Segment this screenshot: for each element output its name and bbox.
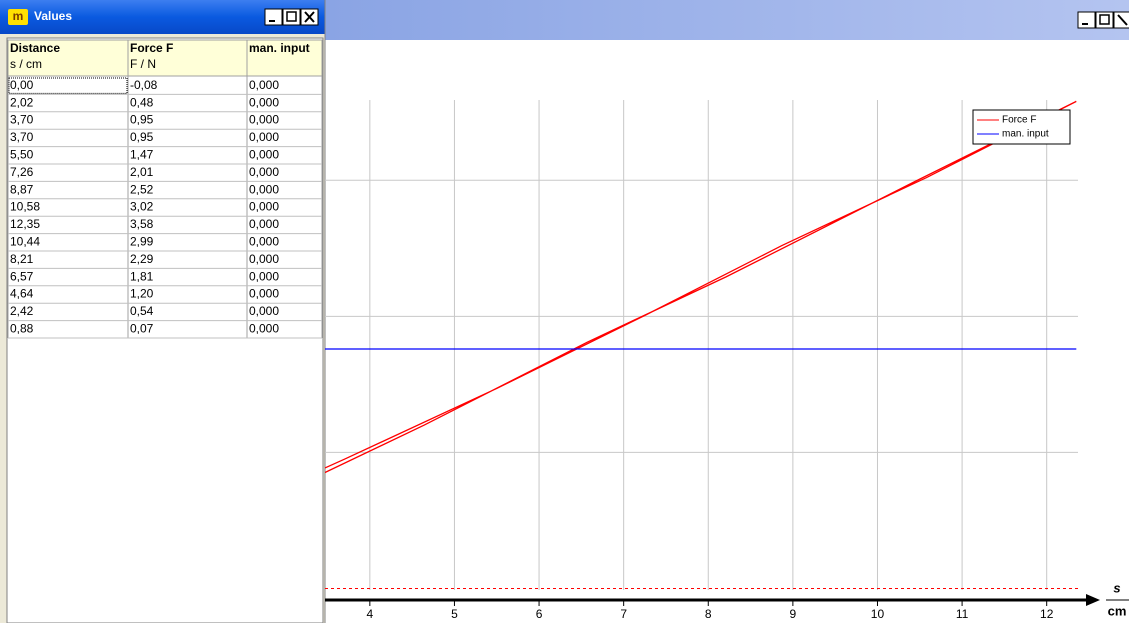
icon	[1117, 14, 1128, 26]
cell: 0,000	[249, 95, 279, 109]
icon	[1099, 14, 1110, 25]
cell: 0,000	[249, 252, 279, 266]
cell: 0,00	[10, 78, 34, 92]
cell: 0,000	[249, 287, 279, 301]
x-tick-label: 11	[956, 607, 969, 621]
cell: 8,21	[10, 252, 34, 266]
cell: 0,000	[249, 182, 279, 196]
x-tick-label: 10	[871, 607, 885, 621]
x-axis-arrow	[1086, 594, 1100, 606]
cell: 7,26	[10, 165, 34, 179]
window-buttons[interactable]	[264, 8, 319, 26]
cell: 2,29	[130, 252, 154, 266]
cell: 0,88	[10, 321, 34, 335]
cell: 5,50	[10, 147, 34, 161]
x-axis-symbol: s	[1113, 580, 1120, 595]
x-tick-label: 4	[366, 607, 373, 621]
column-header: man. input	[249, 41, 310, 55]
cell: 2,52	[130, 182, 154, 196]
cell: -0,08	[130, 78, 158, 92]
icon	[304, 11, 315, 23]
cell: 10,58	[10, 200, 40, 214]
legend-label: man. input	[1002, 129, 1049, 140]
column-header: Distance	[10, 41, 60, 55]
cell: 4,64	[10, 287, 34, 301]
x-axis-unit: cm	[1108, 603, 1127, 618]
minimize-button[interactable]	[264, 8, 283, 26]
cell: 3,02	[130, 200, 154, 214]
cell: 0,000	[249, 147, 279, 161]
cell: 0,95	[130, 113, 154, 127]
cell: 1,20	[130, 287, 154, 301]
cell: 6,57	[10, 269, 34, 283]
graph-title-bar	[325, 0, 1129, 40]
column-unit: F / N	[130, 57, 156, 71]
cell: 0,000	[249, 200, 279, 214]
table-header	[7, 39, 323, 77]
cell: 3,70	[10, 130, 34, 144]
minimize-button[interactable]	[1077, 11, 1096, 29]
cell: 2,02	[10, 95, 34, 109]
cell: 8,87	[10, 182, 34, 196]
x-tick-label: 5	[451, 607, 458, 621]
cell: 0,000	[249, 321, 279, 335]
column-header: Force F	[130, 41, 173, 55]
app-icon	[8, 9, 28, 25]
cell: 0,07	[130, 321, 154, 335]
cell: 0,000	[249, 234, 279, 248]
x-tick-label: 7	[620, 607, 627, 621]
x-tick-label: 12	[1040, 607, 1054, 621]
x-tick-label: 6	[536, 607, 543, 621]
cell: 0,000	[249, 113, 279, 127]
cell: 0,000	[249, 130, 279, 144]
cell: 12,35	[10, 217, 40, 231]
cell: 1,81	[130, 269, 154, 283]
cell: 1,47	[130, 147, 154, 161]
app-icon-letter: m	[13, 9, 24, 23]
cell: 0,000	[249, 165, 279, 179]
icon	[286, 11, 297, 22]
column-unit: s / cm	[10, 57, 42, 71]
legend	[972, 109, 1071, 145]
graph: 4 5 6 7 8 9 10 11 12 s cm Force F man. input	[325, 100, 1129, 621]
cell: 0,000	[249, 269, 279, 283]
cell: 0,000	[249, 78, 279, 92]
x-tick-label: 9	[790, 607, 797, 621]
cell: 3,70	[10, 113, 34, 127]
cell: 2,42	[10, 304, 34, 318]
cell: 3,58	[130, 217, 154, 231]
x-tick-label: 8	[705, 607, 712, 621]
focus-cell	[8, 77, 128, 94]
window-title: Values	[34, 9, 72, 23]
cell: 0,48	[130, 95, 154, 109]
cell: 10,44	[10, 234, 40, 248]
cell: 2,01	[130, 165, 154, 179]
cell: 0,54	[130, 304, 154, 318]
table-body: Distance s / cm Force F F / N man. input 0,00…	[7, 39, 323, 339]
legend-label: Force F	[1002, 115, 1036, 126]
cell: 0,95	[130, 130, 154, 144]
cell: 0,000	[249, 304, 279, 318]
cell: 0,000	[249, 217, 279, 231]
cell: 2,99	[130, 234, 154, 248]
table	[6, 37, 324, 623]
